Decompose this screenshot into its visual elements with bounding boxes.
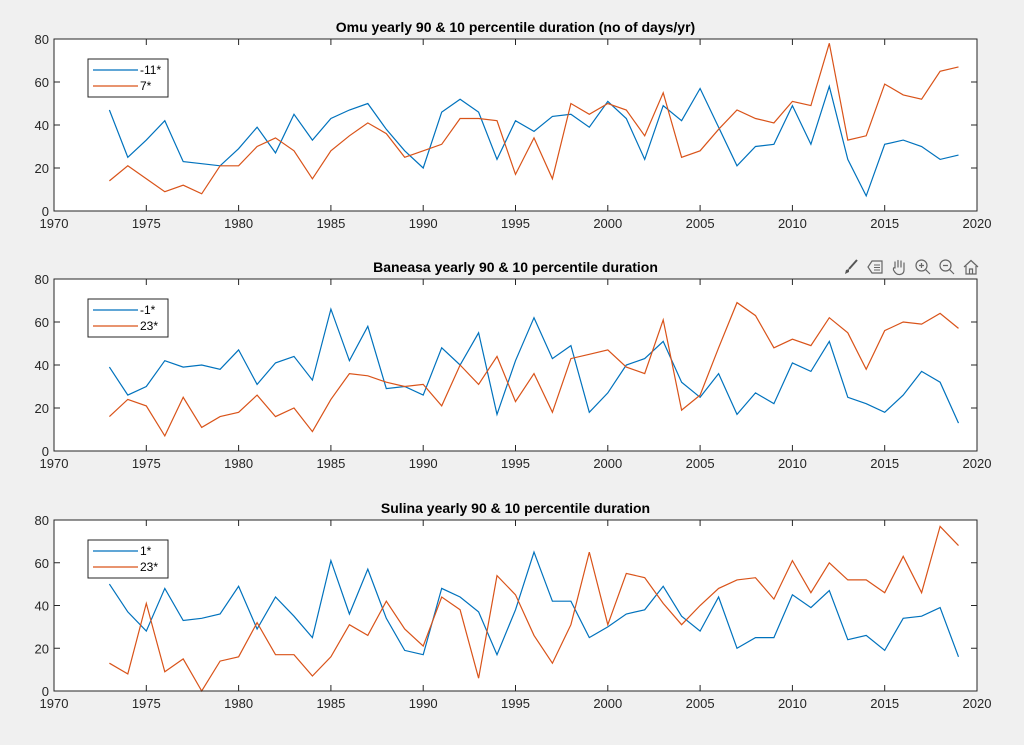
x-tick-label: 1985 bbox=[316, 696, 345, 711]
x-tick-label: 1995 bbox=[501, 216, 530, 231]
series-line-1 bbox=[108, 84, 959, 198]
x-tick-label: 1975 bbox=[132, 216, 161, 231]
plot-area[interactable] bbox=[54, 520, 977, 691]
legend-box bbox=[87, 539, 169, 579]
legend-label: 1* bbox=[140, 544, 152, 558]
legend-label: 7* bbox=[140, 79, 152, 93]
y-tick-label: 20 bbox=[35, 161, 49, 176]
chart-title: Omu yearly 90 & 10 percentile duration (… bbox=[336, 19, 695, 35]
y-tick-label: 0 bbox=[42, 444, 49, 459]
x-tick-label: 2020 bbox=[963, 216, 992, 231]
data-tip-button[interactable] bbox=[864, 256, 885, 278]
y-tick-label: 0 bbox=[42, 204, 49, 219]
x-tick-label: 1975 bbox=[132, 456, 161, 471]
series-line-1 bbox=[108, 307, 960, 424]
x-tick-label: 2005 bbox=[686, 696, 715, 711]
y-tick-label: 20 bbox=[35, 641, 49, 656]
x-tick-label: 2000 bbox=[593, 216, 622, 231]
legend[interactable]: 1*23* bbox=[87, 539, 169, 579]
chart-title: Sulina yearly 90 & 10 percentile duratio… bbox=[381, 500, 650, 516]
plot-area[interactable] bbox=[54, 39, 977, 211]
x-tick-label: 1990 bbox=[409, 216, 438, 231]
legend[interactable]: -1*23* bbox=[87, 298, 169, 338]
x-tick-label: 2005 bbox=[686, 456, 715, 471]
x-tick-label: 2010 bbox=[778, 216, 807, 231]
data-tip-icon bbox=[866, 260, 883, 274]
legend-label: 23* bbox=[140, 319, 158, 333]
x-tick-label: 2015 bbox=[870, 456, 899, 471]
series-line-2 bbox=[109, 525, 959, 693]
legend-box bbox=[87, 58, 169, 98]
x-tick-label: 1990 bbox=[409, 696, 438, 711]
x-tick-label: 2010 bbox=[778, 696, 807, 711]
x-tick-label: 1980 bbox=[224, 456, 253, 471]
axes-box bbox=[53, 38, 978, 212]
y-tick-label: 40 bbox=[35, 118, 49, 133]
y-tick-label: 80 bbox=[35, 32, 49, 47]
pan-hand-icon bbox=[892, 259, 905, 276]
zoom-out-button[interactable] bbox=[936, 256, 957, 278]
plot-area[interactable] bbox=[54, 279, 977, 451]
x-tick-label: 1995 bbox=[501, 456, 530, 471]
y-tick-label: 0 bbox=[42, 684, 49, 699]
chart-panel-3: Sulina yearly 90 & 10 percentile duratio… bbox=[35, 500, 992, 711]
x-tick-label: 1990 bbox=[409, 456, 438, 471]
home-icon bbox=[963, 259, 978, 275]
y-tick-label: 20 bbox=[35, 401, 49, 416]
x-tick-label: 1985 bbox=[316, 456, 345, 471]
series-line-2 bbox=[108, 301, 959, 438]
y-tick-label: 40 bbox=[35, 358, 49, 373]
x-tick-label: 2000 bbox=[593, 456, 622, 471]
x-tick-label: 2020 bbox=[963, 456, 992, 471]
chart-panel-1: Omu yearly 90 & 10 percentile duration (… bbox=[35, 19, 992, 231]
zoom-out-icon bbox=[938, 259, 954, 275]
x-tick-label: 2015 bbox=[870, 696, 899, 711]
y-tick-label: 40 bbox=[35, 599, 49, 614]
chart-title: Baneasa yearly 90 & 10 percentile durati… bbox=[373, 259, 658, 275]
legend-label: -1* bbox=[140, 303, 156, 317]
brush-icon bbox=[844, 259, 858, 274]
series-line-2 bbox=[109, 43, 959, 195]
x-tick-label: 2015 bbox=[870, 216, 899, 231]
x-tick-label: 2020 bbox=[963, 696, 992, 711]
chart-panel-2: Baneasa yearly 90 & 10 percentile durati… bbox=[35, 259, 992, 471]
zoom-in-icon bbox=[914, 259, 930, 275]
axes-box bbox=[53, 278, 978, 452]
pan-button[interactable] bbox=[888, 256, 909, 278]
legend[interactable]: -11* 7* bbox=[87, 58, 169, 98]
y-tick-label: 60 bbox=[35, 315, 49, 330]
x-tick-label: 2010 bbox=[778, 456, 807, 471]
x-tick-label: 1995 bbox=[501, 696, 530, 711]
x-tick-label: 1980 bbox=[224, 216, 253, 231]
legend-box bbox=[87, 298, 169, 338]
x-tick-label: 1980 bbox=[224, 696, 253, 711]
x-tick-label: 1975 bbox=[132, 696, 161, 711]
zoom-in-button[interactable] bbox=[912, 256, 933, 278]
x-tick-label: 2000 bbox=[593, 696, 622, 711]
legend-label: 23* bbox=[140, 560, 158, 574]
x-tick-label: 1985 bbox=[316, 216, 345, 231]
x-tick-label: 1970 bbox=[40, 216, 69, 231]
legend-label: -11* bbox=[140, 63, 161, 77]
x-tick-label: 1970 bbox=[40, 696, 69, 711]
x-tick-label: 1970 bbox=[40, 456, 69, 471]
y-tick-label: 80 bbox=[35, 272, 49, 287]
y-tick-label: 60 bbox=[35, 556, 49, 571]
x-tick-label: 2005 bbox=[686, 216, 715, 231]
y-tick-label: 60 bbox=[35, 75, 49, 90]
axes-toolbar bbox=[840, 256, 981, 280]
axes-box bbox=[53, 519, 978, 692]
brush-button[interactable] bbox=[840, 256, 861, 278]
home-button[interactable] bbox=[960, 256, 981, 278]
series-line-1 bbox=[108, 550, 960, 658]
y-tick-label: 80 bbox=[35, 513, 49, 528]
